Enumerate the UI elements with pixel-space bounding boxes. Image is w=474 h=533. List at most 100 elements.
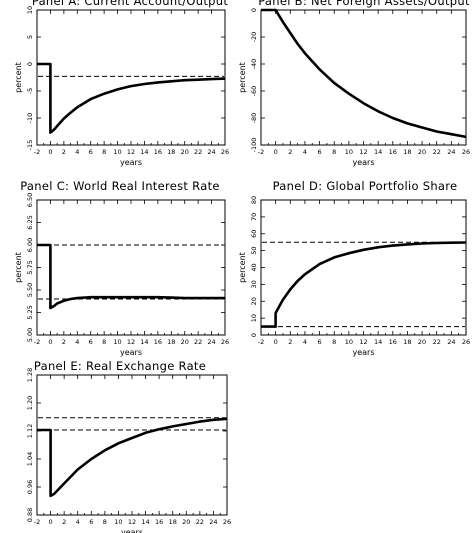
x-tick-label: 22: [196, 518, 204, 526]
panel-title: Panel A: Current Account/Output: [32, 0, 228, 8]
x-tick-label: 8: [102, 338, 106, 346]
x-tick-label: 24: [209, 518, 217, 526]
x-tick-label: 6: [89, 518, 93, 526]
x-tick-label: 14: [140, 338, 148, 346]
x-tick-label: 18: [169, 518, 177, 526]
x-tick-label: 18: [167, 338, 175, 346]
y-tick-label: 5.25: [26, 305, 34, 319]
x-tick-label: 2: [62, 148, 66, 156]
y-tick-label: -80: [250, 113, 258, 124]
x-tick-label: -2: [34, 518, 40, 526]
x-tick-label: 22: [194, 338, 202, 346]
x-tick-label: 26: [223, 518, 231, 526]
y-tick-label: 70: [250, 213, 258, 221]
y-tick-label: 5.75: [26, 260, 34, 274]
x-tick-label: 24: [207, 148, 215, 156]
y-tick-label: 6.25: [26, 215, 34, 229]
panel-title: Panel C: World Real Interest Rate: [20, 179, 220, 193]
y-tick-label: 1.12: [26, 424, 34, 438]
x-tick-label: 16: [155, 518, 163, 526]
x-tick-label: 10: [345, 148, 353, 156]
y-tick-label: -60: [250, 86, 258, 97]
y-tick-label: 1.20: [26, 396, 34, 410]
x-tick-label: -2: [34, 338, 40, 346]
x-tick-label: 4: [303, 148, 307, 156]
x-tick-label: 16: [389, 148, 397, 156]
x-tick-label: 8: [103, 518, 107, 526]
x-tick-label: 20: [418, 338, 426, 346]
x-tick-label: 26: [221, 148, 229, 156]
x-tick-label: 6: [89, 148, 93, 156]
series-line: [37, 62, 226, 134]
x-tick-label: 20: [418, 148, 426, 156]
x-tick-label: 10: [114, 518, 122, 526]
x-tick-label: 4: [303, 338, 307, 346]
x-tick-label: 26: [462, 148, 470, 156]
x-tick-label: 0: [48, 148, 52, 156]
y-tick-label: 60: [250, 230, 258, 238]
y-tick-label: 20: [250, 297, 258, 305]
panel-4: Panel D: Global Portfolio Share-2 0 2 4 6 8 10…: [238, 179, 470, 357]
y-tick-label: 50: [250, 246, 258, 254]
plot-frame: [36, 374, 228, 516]
y-tick-label: 1.28: [26, 368, 34, 382]
x-tick-label: 6: [318, 338, 322, 346]
x-tick-label: 16: [154, 338, 162, 346]
x-tick-label: 24: [447, 148, 455, 156]
x-tick-label: 24: [447, 338, 455, 346]
y-tick-label: 0.96: [26, 480, 34, 494]
x-axis-label: years: [121, 528, 143, 533]
series-line: [37, 417, 228, 498]
x-tick-label: -2: [258, 338, 264, 346]
y-tick-label: 0.88: [26, 508, 34, 522]
panel-title: Panel E: Real Exchange Rate: [34, 359, 206, 373]
panel-3: Panel C: World Real Interest Rate-2 0 2 4 6 8…: [14, 179, 229, 357]
x-tick-label: 8: [332, 338, 336, 346]
panel-title: Panel B: Net Foreign Assets/Output: [258, 0, 470, 8]
x-tick-label: 18: [403, 148, 411, 156]
y-tick-label: -15: [26, 140, 34, 151]
x-tick-label: 8: [332, 148, 336, 156]
y-axis-label: percent: [14, 62, 23, 93]
x-tick-label: 12: [359, 148, 367, 156]
plot-frame: [260, 9, 467, 146]
y-tick-label: -5: [26, 88, 34, 94]
y-tick-label: 5.00: [26, 328, 34, 342]
y-tick-label: -40: [250, 59, 258, 70]
x-tick-label: 22: [433, 148, 441, 156]
panel-title: Panel D: Global Portfolio Share: [273, 179, 458, 193]
x-tick-label: 4: [76, 518, 80, 526]
x-tick-label: 2: [288, 338, 292, 346]
x-tick-label: 0: [274, 148, 278, 156]
y-tick-label: 1.04: [26, 452, 34, 466]
x-tick-label: 26: [462, 338, 470, 346]
x-tick-label: 14: [374, 338, 382, 346]
x-tick-label: 24: [207, 338, 215, 346]
x-tick-label: 20: [182, 518, 190, 526]
y-axis-label: percent: [14, 252, 23, 283]
y-tick-label: 0: [250, 8, 258, 12]
series-line: [37, 243, 225, 310]
y-tick-label: 6.50: [26, 193, 34, 207]
x-tick-label: 12: [359, 338, 367, 346]
x-tick-label: 26: [221, 338, 229, 346]
plot-frame: [36, 199, 226, 336]
x-tick-label: 22: [194, 148, 202, 156]
x-tick-label: 0: [274, 338, 278, 346]
y-tick-label: 0: [250, 333, 258, 337]
x-tick-label: 10: [345, 338, 353, 346]
x-tick-label: 22: [433, 338, 441, 346]
panel-1: Panel A: Current Account/Output-2 0 2 4 6 8 10…: [14, 0, 229, 167]
y-tick-label: 5: [26, 35, 34, 39]
plot-frame: [36, 9, 226, 146]
y-axis-label: percent: [238, 62, 247, 93]
x-axis-label: years: [352, 158, 374, 167]
x-tick-label: 20: [181, 148, 189, 156]
y-tick-label: 5.50: [26, 283, 34, 297]
series-line: [261, 8, 467, 139]
x-tick-label: 18: [403, 338, 411, 346]
y-tick-label: -100: [250, 138, 258, 153]
x-tick-label: 18: [167, 148, 175, 156]
y-tick-label: 10: [26, 6, 34, 14]
